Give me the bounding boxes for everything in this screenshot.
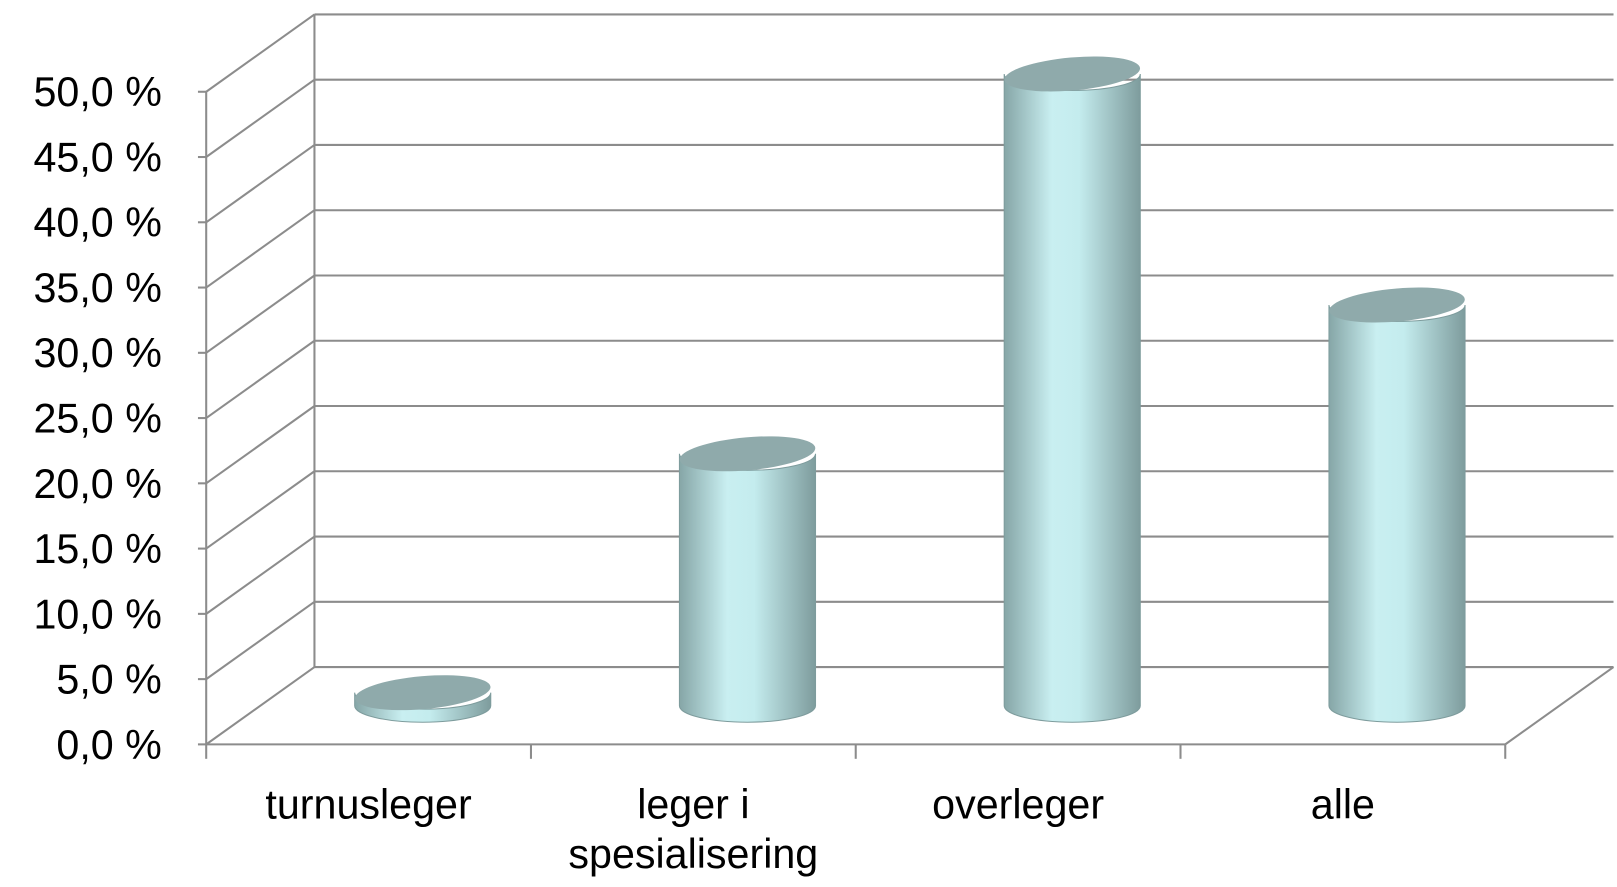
y-tick-label: 10,0 %	[33, 591, 161, 637]
grid-line	[205, 405, 316, 485]
plot-area: 0,0 % 5,0 % 10,0 % 15,0 % 20,0 % 25,0 % 30,0 %…	[33, 13, 1615, 877]
grid-line	[205, 13, 316, 93]
grid-line	[205, 535, 316, 615]
floor-edge	[1504, 666, 1615, 746]
y-tick-label: 35,0 %	[33, 265, 161, 311]
bar-top	[679, 436, 816, 472]
y-tick-label: 40,0 %	[33, 200, 161, 246]
grid-line	[205, 666, 316, 746]
grid-line	[205, 209, 316, 289]
grid-line	[205, 339, 316, 419]
y-tick-label: 0,0 %	[56, 722, 161, 768]
y-tick-label: 25,0 %	[33, 396, 161, 442]
bar-top	[354, 675, 491, 711]
y-tick-label: 45,0 %	[33, 134, 161, 180]
grid-line	[205, 470, 316, 550]
grid-line	[205, 144, 316, 224]
bar-top	[1004, 56, 1141, 92]
x-tick-label: alle	[1311, 782, 1375, 828]
y-tick-label: 30,0 %	[33, 330, 161, 376]
bar-top	[1329, 287, 1465, 323]
x-tick-label: turnusleger	[265, 782, 472, 828]
bar	[1003, 73, 1141, 723]
grid-line	[205, 274, 316, 354]
grid-line	[205, 78, 316, 158]
y-tick-label: 15,0 %	[33, 526, 161, 572]
grid-line	[205, 600, 316, 680]
y-tick-label: 5,0 %	[56, 657, 161, 703]
x-tick-label: leger i spesialisering	[568, 782, 818, 877]
y-tick-label: 20,0 %	[33, 461, 161, 507]
bar	[1328, 304, 1466, 723]
y-tick-label: 50,0 %	[33, 69, 161, 115]
bar	[678, 453, 817, 723]
x-tick-label: overleger	[932, 782, 1104, 828]
